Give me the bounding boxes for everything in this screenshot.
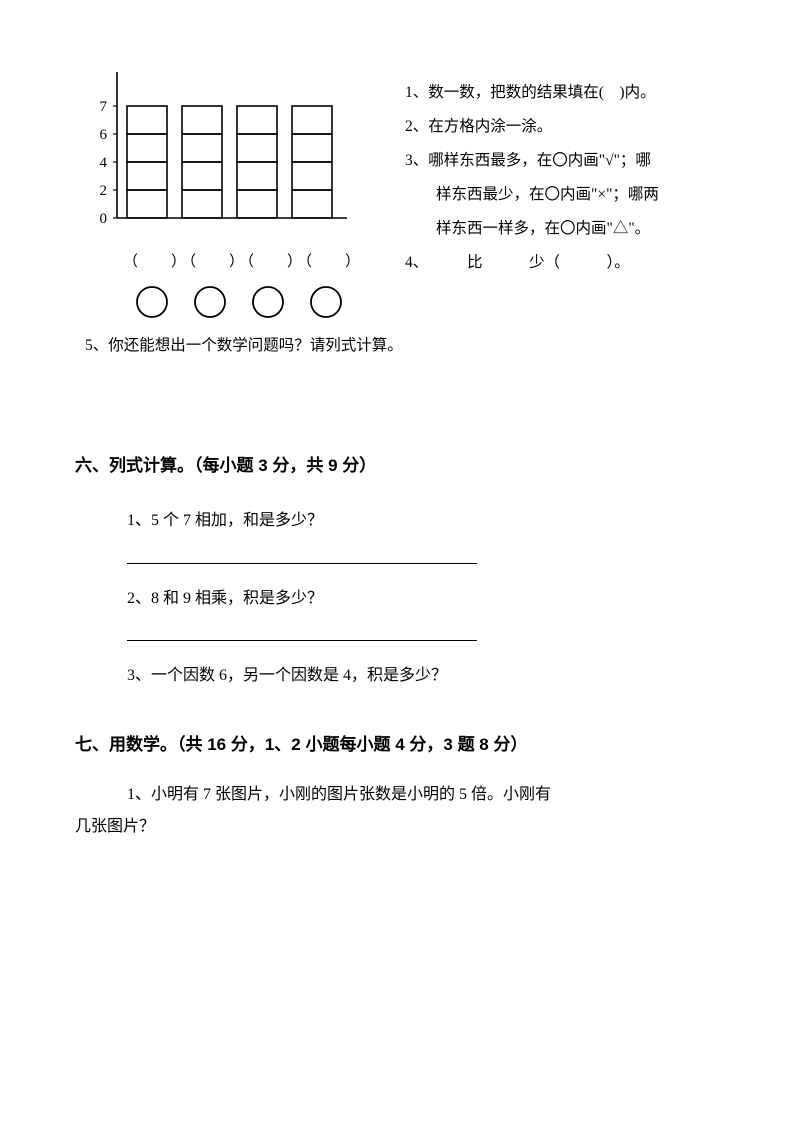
chart-and-instructions: 0 2 4 6 7 （ ） （ ） （ ） （ ） 1、数一数，把数的结果填在( )内。… (75, 70, 725, 319)
circle-icon (309, 285, 343, 319)
section-7-title: 七、用数学。（共 16 分，1、2 小题每小题 4 分，3 题 8 分） (75, 729, 725, 761)
blank-parens-row: （ ） （ ） （ ） （ ） (123, 248, 375, 277)
blank-paren: （ ） (297, 248, 355, 277)
section-6-q1: 1、5 个 7 相加，和是多少？ (127, 504, 725, 538)
section-6-title: 六、列式计算。（每小题 3 分，共 9 分） (75, 450, 725, 482)
svg-text:2: 2 (100, 183, 108, 199)
section-7-q1-line1: 1、小明有 7 张图片，小刚的图片张数是小明的 5 倍。小刚有 (127, 779, 725, 811)
instruction-3a: 3、哪样东西最多，在〇内画"√"；哪 (405, 144, 725, 178)
question-5: 5、你还能想出一个数学问题吗？请列式计算。 (85, 331, 725, 360)
blank-paren: （ ） (123, 248, 181, 277)
instructions-block: 1、数一数，把数的结果填在( )内。 2、在方格内涂一涂。 3、哪样东西最多，在… (405, 70, 725, 281)
svg-text:7: 7 (100, 99, 108, 115)
instruction-4: 4、 比 少（ ）。 (405, 246, 725, 280)
instruction-1: 1、数一数，把数的结果填在( )内。 (405, 76, 725, 110)
circles-row (123, 285, 375, 319)
bar-chart-grid: 0 2 4 6 7 (75, 70, 375, 230)
svg-text:6: 6 (100, 127, 108, 143)
answer-line (127, 619, 477, 641)
svg-text:0: 0 (100, 211, 108, 227)
section-6-q3: 3、一个因数 6，另一个因数是 4，积是多少？ (127, 659, 725, 693)
svg-text:4: 4 (100, 155, 108, 171)
circle-icon (135, 285, 169, 319)
instruction-3c: 样东西一样多，在〇内画"△"。 (405, 212, 725, 246)
circle-icon (193, 285, 227, 319)
blank-paren: （ ） (239, 248, 297, 277)
answer-line (127, 542, 477, 564)
chart-area: 0 2 4 6 7 （ ） （ ） （ ） （ ） (75, 70, 375, 319)
instruction-2: 2、在方格内涂一涂。 (405, 110, 725, 144)
section-6-q2: 2、8 和 9 相乘，积是多少？ (127, 582, 725, 616)
section-7-q1-line2: 几张图片？ (75, 811, 725, 843)
blank-paren: （ ） (181, 248, 239, 277)
circle-icon (251, 285, 285, 319)
instruction-3b: 样东西最少，在〇内画"×"；哪两 (405, 178, 725, 212)
